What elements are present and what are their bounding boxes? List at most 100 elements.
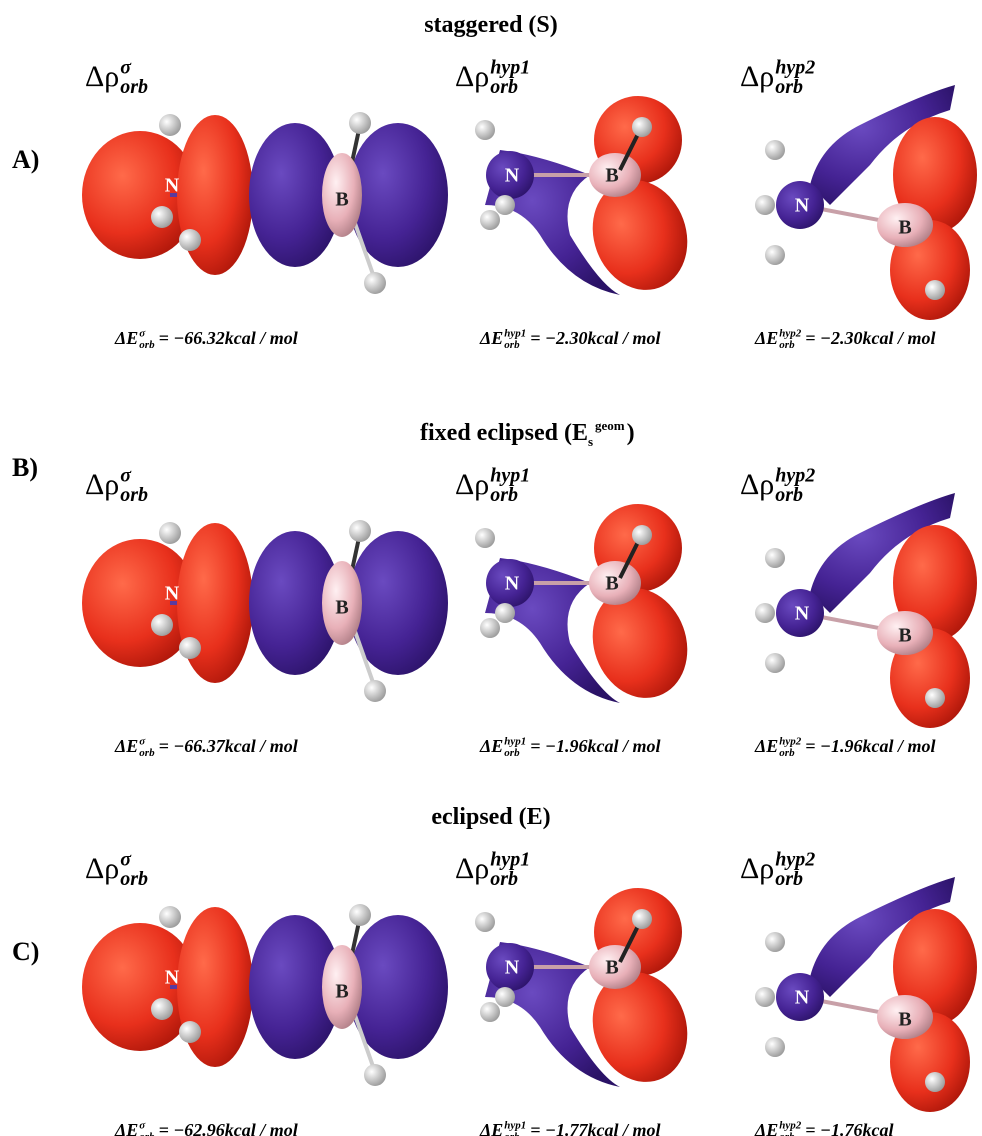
atom	[475, 120, 495, 140]
energy-value: = −1.77kcal / mol	[530, 1120, 660, 1136]
atom	[632, 909, 652, 929]
subscript: orb	[775, 484, 803, 506]
atom-label: B	[335, 189, 348, 211]
subscript: orb	[779, 339, 795, 351]
subscript: orb	[120, 868, 148, 890]
symbol: ΔE	[754, 1120, 778, 1136]
atom	[765, 932, 785, 952]
symbol: Δρ	[85, 468, 119, 501]
atom	[755, 195, 775, 215]
atom	[480, 618, 500, 638]
energy-value: = −2.30kcal / mol	[530, 328, 660, 348]
isosurface	[177, 523, 253, 683]
atom-label: B	[898, 1009, 911, 1031]
subscript: orb	[120, 76, 148, 98]
isosurface	[177, 907, 253, 1067]
atom	[632, 525, 652, 545]
atom	[480, 1002, 500, 1022]
subscript: orb	[775, 868, 803, 890]
atom	[151, 614, 173, 636]
atom-label: B	[605, 165, 618, 187]
superscript: hyp1	[504, 327, 526, 339]
atom	[925, 280, 945, 300]
symbol: ΔE	[114, 1120, 138, 1136]
atom-label: N	[165, 583, 180, 605]
subscript: orb	[775, 76, 803, 98]
atom-label: N	[795, 195, 810, 217]
atom	[765, 1037, 785, 1057]
symbol: Δρ	[740, 852, 774, 885]
atom	[364, 1064, 386, 1086]
superscript: hyp2	[779, 735, 802, 747]
atom	[159, 522, 181, 544]
atom	[755, 987, 775, 1007]
symbol: ΔE	[754, 736, 778, 756]
atom	[364, 272, 386, 294]
atom	[179, 1021, 201, 1043]
atom	[179, 229, 201, 251]
atom	[925, 688, 945, 708]
superscript: hyp2	[779, 327, 802, 339]
subscript: orb	[504, 1131, 520, 1136]
atom-label: N	[505, 165, 520, 187]
atom	[159, 114, 181, 136]
atom-label: N	[165, 967, 180, 989]
superscript: hyp1	[504, 735, 526, 747]
superscript: σ	[139, 1119, 146, 1131]
atom-label: N	[165, 175, 180, 197]
section-title: )	[627, 420, 635, 446]
symbol: Δρ	[455, 60, 489, 93]
subscript: orb	[139, 339, 155, 351]
subscript: orb	[139, 1131, 155, 1136]
superscript: σ	[139, 327, 146, 339]
atom	[495, 987, 515, 1007]
atom	[159, 906, 181, 928]
atom-label: B	[898, 625, 911, 647]
title-superscript: geom	[595, 418, 625, 433]
section-title: staggered (S)	[424, 12, 558, 38]
atom	[495, 195, 515, 215]
atom	[480, 210, 500, 230]
symbol: ΔE	[114, 328, 138, 348]
atom	[765, 548, 785, 568]
atom	[151, 206, 173, 228]
symbol: Δρ	[455, 468, 489, 501]
subscript: orb	[490, 868, 518, 890]
isosurface	[177, 115, 253, 275]
energy-value: = −1.76kcal	[805, 1120, 893, 1136]
atom	[925, 1072, 945, 1092]
atom	[349, 520, 371, 542]
row-label: C)	[12, 937, 39, 966]
atom	[349, 904, 371, 926]
symbol: ΔE	[114, 736, 138, 756]
subscript: orb	[779, 747, 795, 759]
section-title: eclipsed (E)	[431, 804, 550, 830]
superscript: σ	[139, 735, 146, 747]
superscript: hyp1	[504, 1119, 526, 1131]
atom-label: B	[605, 573, 618, 595]
symbol: ΔE	[479, 736, 503, 756]
superscript: hyp2	[779, 1119, 802, 1131]
atom	[179, 637, 201, 659]
atom-label: B	[335, 981, 348, 1003]
energy-value: = −1.96kcal / mol	[805, 736, 935, 756]
symbol: Δρ	[85, 852, 119, 885]
subscript: orb	[490, 484, 518, 506]
figure: staggered (S)A)NBΔρσorbΔEσorb= −66.32kca…	[0, 0, 982, 1136]
subscript: orb	[504, 339, 520, 351]
atom	[765, 140, 785, 160]
symbol: Δρ	[740, 60, 774, 93]
symbol: ΔE	[754, 328, 778, 348]
atom-label: B	[605, 957, 618, 979]
energy-value: = −66.37kcal / mol	[159, 736, 298, 756]
atom	[364, 680, 386, 702]
atom	[632, 117, 652, 137]
energy-value: = −1.96kcal / mol	[530, 736, 660, 756]
atom	[475, 912, 495, 932]
subscript: orb	[504, 747, 520, 759]
atom-label: N	[795, 987, 810, 1009]
subscript: orb	[120, 484, 148, 506]
atom-label: N	[505, 573, 520, 595]
atom	[765, 245, 785, 265]
subscript: orb	[779, 1131, 795, 1136]
